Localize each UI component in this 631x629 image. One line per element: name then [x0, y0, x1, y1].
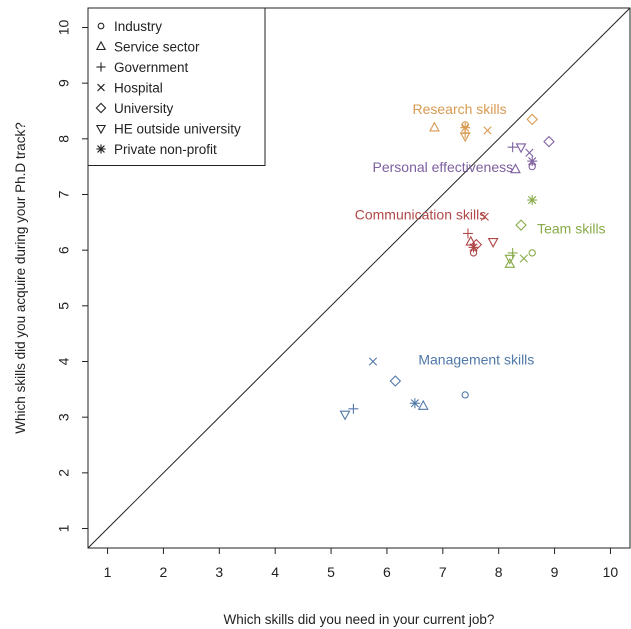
data-point-hospital	[526, 149, 534, 157]
y-tick-label: 7	[56, 190, 72, 198]
chart-legend: Industry Service sector Government Hospital…	[88, 8, 265, 166]
data-point-service-sector	[419, 401, 428, 409]
x-tick-label: 10	[603, 564, 619, 580]
group-personal-effectiveness: Personal effectiveness	[373, 137, 554, 176]
data-point-private-non-profit	[527, 156, 537, 166]
y-axis-label: Which skills did you acquire during your…	[13, 122, 28, 433]
data-point-university	[390, 376, 400, 386]
y-tick-label: 5	[56, 302, 72, 310]
y-tick-label: 6	[56, 246, 72, 254]
y-tick-label: 10	[56, 19, 72, 35]
y-tick-label: 3	[56, 413, 72, 421]
x-tick-label: 5	[327, 564, 335, 580]
data-point-university	[527, 114, 537, 124]
data-point-university	[544, 137, 554, 147]
x-tick-label: 9	[551, 564, 559, 580]
y-tick-label: 9	[56, 79, 72, 87]
data-point-private-non-profit	[460, 123, 470, 133]
data-point-hospital	[369, 358, 377, 366]
data-point-private-non-profit	[527, 195, 537, 205]
legend-label-private-non-profit: Private non-profit	[114, 142, 217, 157]
group-label-personal-effectiveness: Personal effectiveness	[373, 159, 514, 175]
data-point-private-non-profit	[469, 242, 479, 252]
data-point-he-outside-university	[517, 144, 526, 152]
data-point-service-sector	[430, 123, 439, 131]
group-label-research-skills: Research skills	[413, 101, 507, 117]
legend-marker-private-non-profit	[96, 144, 105, 153]
legend-label-hospital: Hospital	[114, 81, 163, 96]
data-point-hospital	[520, 255, 528, 263]
x-tick-label: 2	[160, 564, 168, 580]
y-tick-label: 1	[56, 524, 72, 532]
data-point-government	[508, 248, 518, 258]
group-label-management-skills: Management skills	[418, 351, 534, 367]
legend-label-government: Government	[114, 60, 189, 75]
data-point-he-outside-university	[341, 411, 350, 419]
y-tick-label: 4	[56, 357, 72, 365]
x-tick-label: 8	[495, 564, 503, 580]
x-tick-label: 7	[439, 564, 447, 580]
data-point-university	[516, 220, 526, 230]
group-team-skills: Team skills	[505, 195, 605, 267]
data-point-hospital	[484, 127, 492, 135]
x-tick-label: 6	[383, 564, 391, 580]
legend-label-industry: Industry	[114, 19, 162, 34]
x-axis-label: Which skills did you need in your curren…	[224, 612, 495, 627]
group-label-team-skills: Team skills	[537, 220, 605, 236]
group-label-communication-skills: Communication skills	[355, 207, 486, 223]
data-point-government	[348, 404, 358, 414]
group-communication-skills: Communication skills	[355, 207, 498, 257]
group-management-skills: Management skills	[341, 351, 535, 419]
legend-label-university: University	[114, 101, 174, 116]
data-point-industry	[529, 250, 535, 256]
x-tick-label: 4	[271, 564, 279, 580]
data-point-industry	[462, 392, 468, 398]
group-research-skills: Research skills	[413, 101, 538, 141]
legend-label-he-outside-university: HE outside university	[114, 122, 241, 137]
x-tick-label: 1	[104, 564, 112, 580]
y-tick-label: 2	[56, 469, 72, 477]
data-point-private-non-profit	[410, 398, 420, 408]
data-point-he-outside-university	[489, 239, 498, 247]
legend-label-service-sector: Service sector	[114, 40, 200, 55]
x-tick-label: 3	[215, 564, 223, 580]
y-tick-label: 8	[56, 135, 72, 143]
